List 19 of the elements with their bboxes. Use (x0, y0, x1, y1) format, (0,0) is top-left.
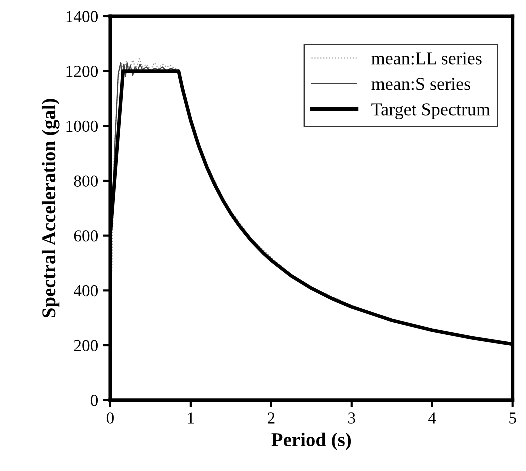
y-tick-label: 400 (74, 285, 98, 297)
y-tick-label: 200 (74, 340, 98, 352)
x-tick-label: 1 (188, 412, 194, 424)
y-axis-title: Spectral Acceleration (gal) (42, 99, 60, 318)
legend-label: Target Spectrum (372, 104, 490, 120)
y-tick-label: 1000 (66, 120, 98, 132)
y-tick-label: 1200 (66, 66, 98, 78)
x-tick-label: 3 (348, 412, 356, 424)
x-tick-label: 0 (106, 412, 114, 424)
y-tick-label: 1400 (66, 11, 98, 22)
y-tick-label: 0 (90, 395, 98, 406)
x-tick-label: 2 (268, 412, 275, 424)
x-tick-label: 4 (428, 412, 436, 424)
y-tick-label: 600 (74, 230, 98, 242)
x-axis-title: Period (s) (272, 432, 352, 450)
y-tick-label: 800 (74, 176, 98, 187)
x-tick-label: 5 (510, 412, 516, 424)
legend-label: mean:LL series (372, 52, 482, 65)
legend-label: mean:S series (372, 78, 470, 90)
